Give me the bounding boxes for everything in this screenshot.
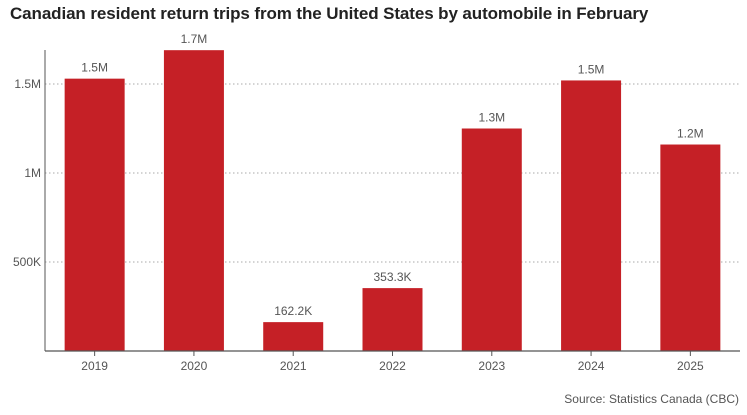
data-labels: 1.5M 1.7M 162.2K 353.3K 1.3M 1.5M 1.2M — [81, 32, 703, 318]
gridlines — [45, 83, 740, 263]
x-tick-label: 2025 — [677, 359, 704, 373]
bars — [64, 50, 721, 352]
data-label: 353.3K — [373, 270, 411, 284]
bar — [561, 80, 622, 351]
x-tick-label: 2024 — [578, 359, 605, 373]
source-note: Source: Statistics Canada (CBC) — [564, 392, 739, 406]
x-axis-ticks: 2019 2020 2021 2022 2023 2024 2025 — [81, 351, 704, 373]
y-axis-ticks: 500K 1M 1.5M — [13, 77, 41, 269]
bar — [163, 50, 224, 352]
data-label: 1.5M — [578, 62, 605, 76]
data-label: 162.2K — [274, 304, 312, 318]
data-label: 1.3M — [478, 111, 505, 125]
bar — [64, 78, 125, 351]
chart-title: Canadian resident return trips from the … — [10, 4, 649, 23]
x-tick-label: 2022 — [379, 359, 406, 373]
x-tick-label: 2019 — [81, 359, 108, 373]
y-tick-label: 1M — [24, 166, 41, 180]
bar — [263, 322, 324, 351]
x-tick-label: 2021 — [280, 359, 307, 373]
data-label: 1.7M — [181, 32, 208, 46]
bar — [660, 144, 721, 351]
y-tick-label: 500K — [13, 255, 41, 269]
bar — [362, 288, 423, 351]
x-tick-label: 2020 — [181, 359, 208, 373]
y-tick-label: 1.5M — [14, 77, 41, 91]
data-label: 1.2M — [677, 127, 704, 141]
x-tick-label: 2023 — [478, 359, 505, 373]
data-label: 1.5M — [81, 61, 108, 75]
bar — [461, 128, 522, 351]
